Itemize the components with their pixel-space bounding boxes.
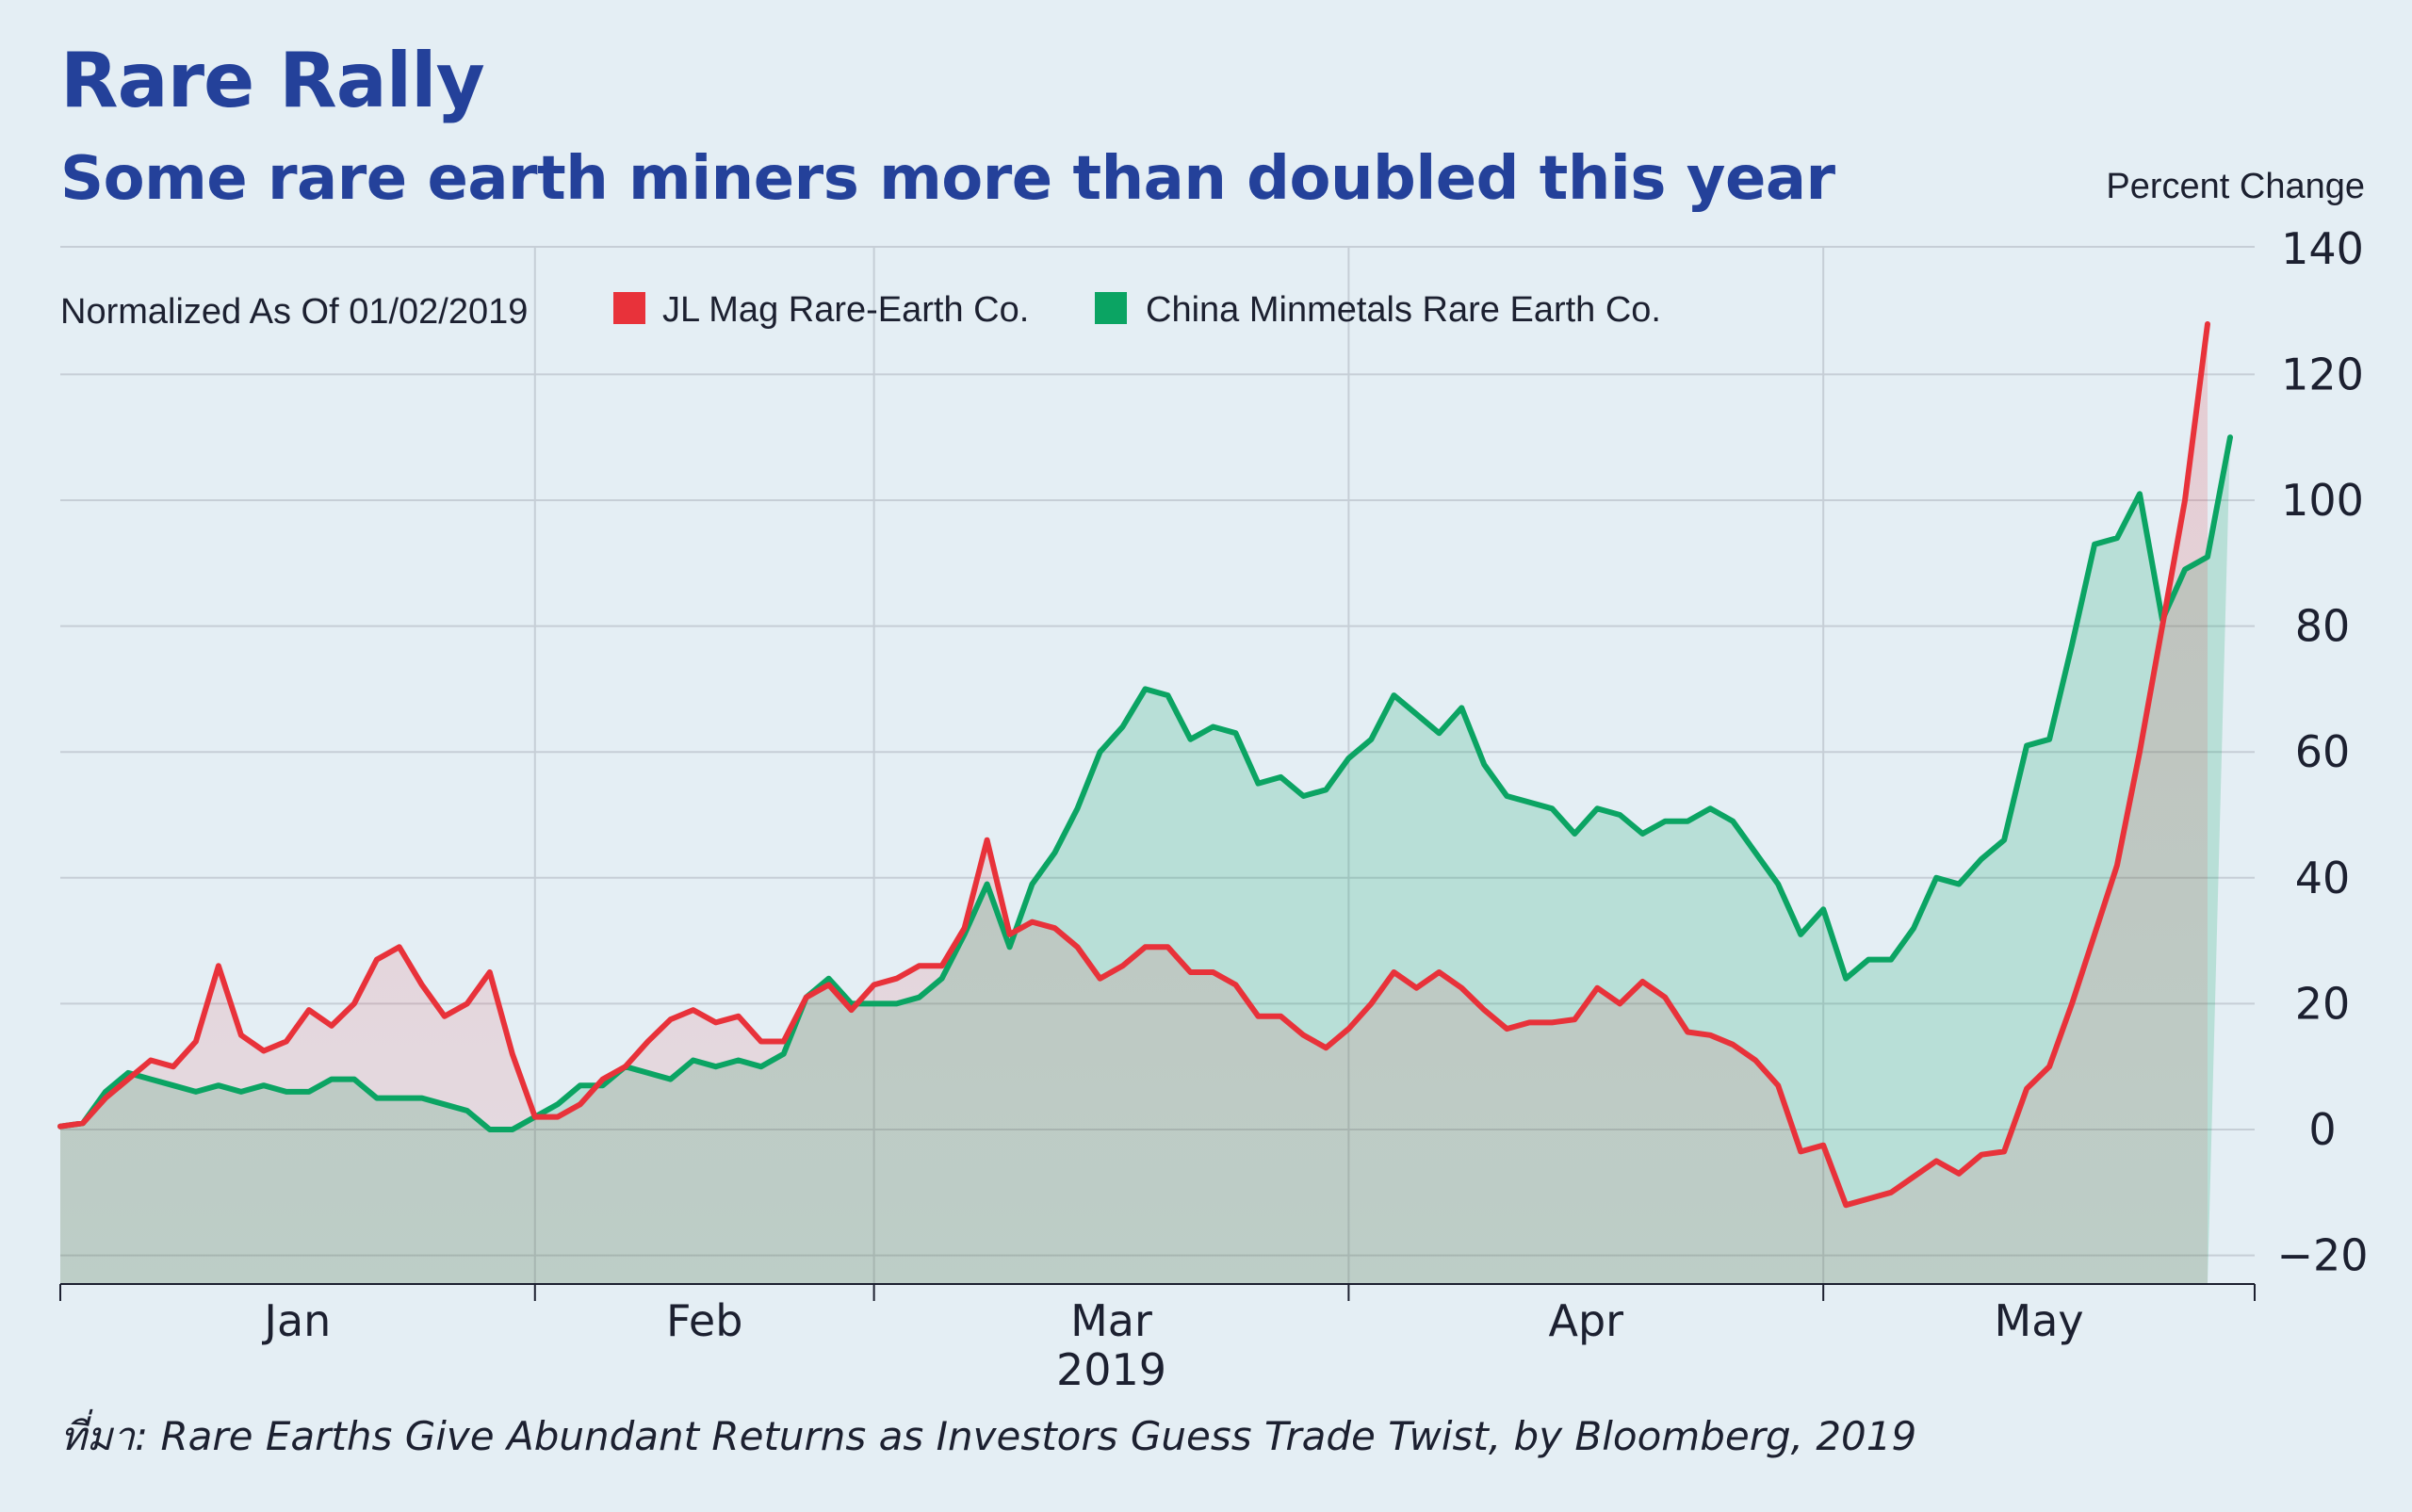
y-tick-label: 0 (2308, 1104, 2336, 1155)
y-tick-label: 100 (2281, 475, 2364, 526)
y-tick-label: 80 (2295, 601, 2351, 652)
x-month-label: Apr (1548, 1295, 1623, 1346)
chart-legend: Normalized As Of 01/02/2019 JL Mag Rare-E… (60, 290, 1661, 332)
y-tick-label: 20 (2295, 978, 2351, 1029)
jl-area (60, 324, 2208, 1284)
legend-swatch-jl (613, 292, 645, 324)
chart-title: Rare Rally (60, 37, 485, 124)
y-axis-title: Percent Change (2106, 167, 2365, 206)
source-caption: ที่มา: Rare Earths Give Abundant Returns… (60, 1413, 1917, 1459)
y-tick-label: 40 (2295, 853, 2351, 903)
y-tick-label: 140 (2281, 223, 2364, 274)
legend-label-cm: China Minmetals Rare Earth Co. (1146, 290, 1661, 330)
x-month-label: Mar (1070, 1295, 1152, 1346)
chart-axes: 140 120 100 80 60 40 20 0 −20 Percent Change Jan Fe… (59, 167, 2369, 1395)
series-areas (60, 324, 2230, 1284)
jl-line (57, 321, 2210, 1209)
chart-subtitle: Some rare earth miners more than doubled… (60, 144, 1835, 214)
cm-line (57, 434, 2233, 1132)
legend-swatch-cm (1095, 292, 1127, 324)
y-tick-label: 120 (2281, 349, 2364, 399)
x-year-label: 2019 (1056, 1344, 1166, 1395)
x-month-label: May (1995, 1295, 2084, 1346)
legend-label-jl: JL Mag Rare-Earth Co. (662, 290, 1029, 330)
series-lines (57, 321, 2233, 1209)
y-tick-label: 60 (2295, 726, 2351, 777)
y-tick-label: −20 (2276, 1230, 2368, 1281)
x-month-label: Jan (261, 1295, 331, 1346)
legend-note: Normalized As Of 01/02/2019 (60, 292, 528, 332)
x-month-label: Feb (666, 1295, 742, 1346)
